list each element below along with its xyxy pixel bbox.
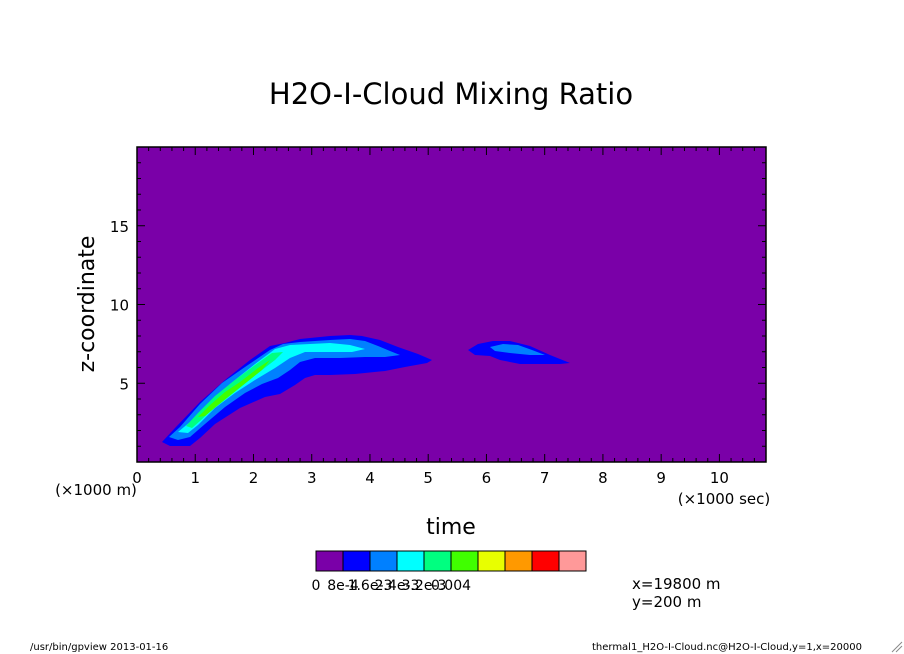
y-tick-label: 10 — [110, 297, 129, 315]
x-tick-label: 1 — [190, 469, 200, 487]
colorbar-labels: 0 8e-41.6e-32.4e-33.2e-30.004 — [312, 578, 472, 594]
x-tick-label: 0 — [132, 469, 142, 487]
colorbar-swatch — [450, 550, 479, 572]
annotation-y: y=200 m — [632, 593, 701, 611]
contour-level-2-patch — [490, 344, 545, 355]
colorbar-swatch — [423, 550, 452, 572]
x-tick-label: 7 — [540, 469, 550, 487]
colorbar-swatch — [369, 550, 398, 572]
colorbar-swatch — [531, 550, 560, 572]
x-tick-labels: 0 1 2 3 4 5 6 7 8 9 10 — [132, 469, 729, 487]
colorbar-swatch — [477, 550, 506, 572]
colorbar-swatch — [504, 550, 533, 572]
colorbar-label: 0.004 — [431, 578, 471, 594]
colorbar-label: 8e-4 — [327, 578, 359, 594]
x-tick-label: 3 — [307, 469, 317, 487]
x-tick-label: 9 — [656, 469, 666, 487]
colorbar-label: 1.6e-3 — [348, 578, 393, 594]
x-tick-label: 2 — [249, 469, 259, 487]
contour-fills — [162, 335, 570, 446]
x-tick-label: 4 — [365, 469, 375, 487]
plot-area — [137, 147, 766, 462]
axis-ticks — [136, 147, 767, 462]
y-tick-label: 5 — [119, 375, 129, 393]
contour-level-1-main — [162, 335, 432, 446]
chart-title: H2O-I-Cloud Mixing Ratio — [269, 77, 633, 111]
y-axis-label: z-coordinate — [75, 236, 100, 373]
x-axis-label: time — [426, 515, 476, 540]
colorbar-swatch — [558, 550, 587, 572]
colorbar-swatch — [342, 550, 371, 572]
colorbar — [315, 550, 587, 572]
footer-right: thermal1_H2O-I-Cloud.nc@H2O-I-Cloud,y=1,… — [592, 642, 862, 653]
x-unit-label: (×1000 sec) — [678, 490, 771, 508]
colorbar-label: 2.4e-3 — [375, 578, 420, 594]
footer-left: /usr/bin/gpview 2013-01-16 — [30, 642, 168, 653]
x-tick-label: 6 — [482, 469, 492, 487]
colorbar-label: 0 — [312, 578, 321, 594]
annotation-x: x=19800 m — [632, 575, 721, 593]
x-tick-label: 5 — [423, 469, 433, 487]
x-tick-label: 8 — [598, 469, 608, 487]
contour-level-5-main — [198, 360, 270, 417]
colorbar-swatch — [396, 550, 425, 572]
y-tick-labels: 5 10 15 — [110, 218, 129, 394]
x-tick-label: 10 — [710, 469, 729, 487]
colorbar-swatch — [315, 550, 344, 572]
colorbar-label: 3.2e-3 — [402, 578, 447, 594]
resize-grip[interactable] — [891, 641, 903, 653]
y-unit-label: (×1000 m) — [55, 481, 137, 499]
y-tick-label: 15 — [110, 218, 129, 236]
